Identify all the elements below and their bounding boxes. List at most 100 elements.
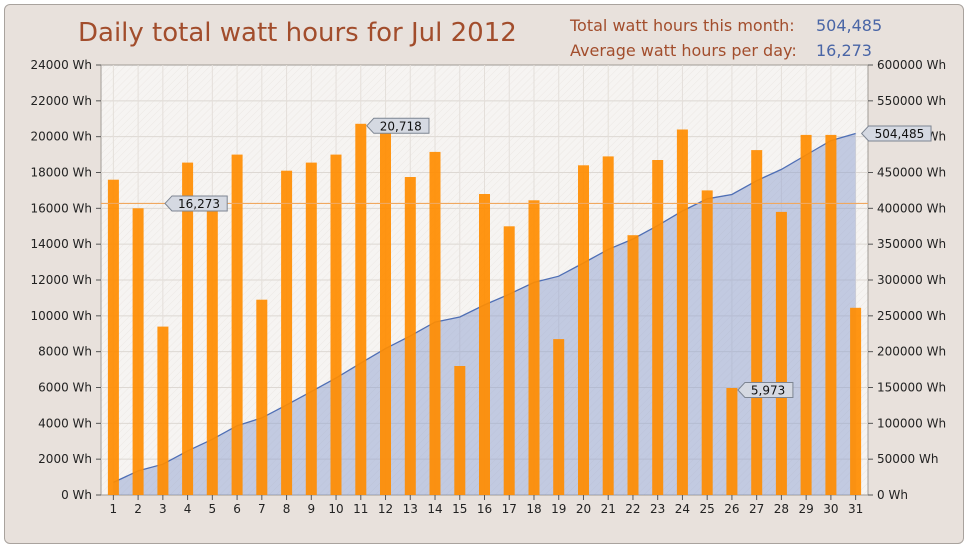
chart-title: Daily total watt hours for Jul 2012 [78,18,517,48]
right-axis-tick-label: 50000 Wh [877,452,938,466]
total-stat: Total watt hours this month: 504,485 [570,13,882,38]
callout-day-11-label: 20,718 [380,119,422,133]
average-stat: Average watt hours per day: 16,273 [570,38,882,63]
x-axis-tick-label: 28 [774,502,789,516]
bar-day-28 [775,211,787,495]
right-axis-tick-label: 100000 Wh [877,416,946,430]
left-axis-tick-label: 12000 Wh [31,273,92,287]
bar-day-30 [825,134,837,495]
left-axis-tick-label: 2000 Wh [38,452,92,466]
callout-day-26-label: 5,973 [751,383,785,397]
x-axis-tick-label: 12 [378,502,393,516]
right-axis-tick-label: 550000 Wh [877,94,946,108]
callout-day-31-label: 504,485 [875,127,925,141]
bar-day-10 [330,154,342,495]
right-axis-tick-label: 0 Wh [877,488,908,502]
bar-day-19 [553,339,565,495]
x-axis-tick-label: 15 [452,502,467,516]
bar-day-31 [850,307,862,495]
bar-day-29 [800,134,812,495]
bar-day-11 [355,123,367,496]
callout-day-26-box [737,381,794,398]
x-axis-tick-label: 1 [110,502,118,516]
x-axis-tick-label: 14 [427,502,442,516]
x-axis-tick-label: 26 [724,502,739,516]
x-axis-tick-label: 27 [749,502,764,516]
x-axis-tick-label: 4 [184,502,192,516]
left-axis-tick-label: 10000 Wh [31,309,92,323]
x-axis-tick-label: 19 [551,502,566,516]
right-axis-tick-label: 350000 Wh [877,237,946,251]
x-axis-tick-label: 10 [328,502,343,516]
x-axis-tick-label: 22 [625,502,640,516]
summary-stats: Total watt hours this month: 504,485 Ave… [570,13,882,63]
x-axis-tick-label: 2 [134,502,142,516]
bar-day-9 [305,162,317,495]
x-axis-tick-label: 7 [258,502,266,516]
bar-day-7 [256,299,268,495]
right-axis-tick-label: 400000 Wh [877,201,946,215]
callout-day-11-box [366,117,430,134]
x-axis-tick-label: 16 [477,502,492,516]
right-axis-tick-label: 300000 Wh [877,273,946,287]
left-axis-tick-label: 22000 Wh [31,94,92,108]
left-axis-tick-label: 8000 Wh [38,345,92,359]
bar-day-14 [429,151,441,495]
left-axis-tick-label: 16000 Wh [31,201,92,215]
right-axis-tick-label: 200000 Wh [877,345,946,359]
x-axis-tick-label: 5 [209,502,217,516]
x-axis-tick-label: 13 [403,502,418,516]
left-axis-tick-label: 14000 Wh [31,237,92,251]
right-axis-tick-label: 600000 Wh [877,58,946,72]
bar-day-22 [627,235,639,495]
average-callout-label: 16,273 [178,197,220,211]
x-axis-tick-label: 23 [650,502,665,516]
left-axis-tick-label: 18000 Wh [31,166,92,180]
left-axis-tick-label: 24000 Wh [31,58,92,72]
left-axis-tick-label: 20000 Wh [31,130,92,144]
x-axis-tick-label: 17 [502,502,517,516]
bar-day-1 [107,179,119,495]
x-axis-tick-label: 24 [675,502,690,516]
bar-day-13 [404,177,416,495]
x-axis-tick-label: 9 [307,502,315,516]
x-axis-tick-label: 6 [233,502,241,516]
x-axis-tick-label: 25 [700,502,715,516]
left-axis-tick-label: 0 Wh [61,488,92,502]
callout-day-31-box [860,125,932,142]
average-callout-box [164,195,228,212]
x-axis-tick-label: 11 [353,502,368,516]
bar-day-17 [503,226,515,496]
bar-day-3 [157,326,169,495]
x-axis-tick-label: 31 [848,502,863,516]
left-axis-tick-label: 6000 Wh [38,381,92,395]
bar-day-18 [528,200,540,496]
bar-day-26 [726,388,738,495]
bar-day-5 [206,204,218,496]
x-axis-tick-label: 20 [576,502,591,516]
bar-day-23 [652,160,664,495]
average-value: 16,273 [816,41,872,60]
x-axis-tick-label: 21 [601,502,616,516]
average-label: Average watt hours per day: [570,41,797,60]
right-axis-tick-label: 150000 Wh [877,381,946,395]
right-axis-tick-label: 450000 Wh [877,166,946,180]
bar-day-25 [701,190,713,495]
total-value: 504,485 [816,16,883,35]
bar-day-20 [578,165,589,496]
bar-day-4 [182,162,194,495]
total-label: Total watt hours this month: [570,16,795,35]
x-axis-tick-label: 8 [283,502,291,516]
right-axis-tick-label: 250000 Wh [877,309,946,323]
x-axis-tick-label: 30 [823,502,838,516]
bar-day-8 [281,170,293,495]
x-axis-tick-label: 29 [799,502,814,516]
x-axis-tick-label: 18 [526,502,541,516]
bar-day-21 [602,156,614,495]
bar-day-24 [676,129,688,495]
bar-day-2 [132,208,144,496]
bar-day-16 [479,194,490,495]
bar-day-12 [380,131,391,496]
bar-day-27 [751,150,763,495]
